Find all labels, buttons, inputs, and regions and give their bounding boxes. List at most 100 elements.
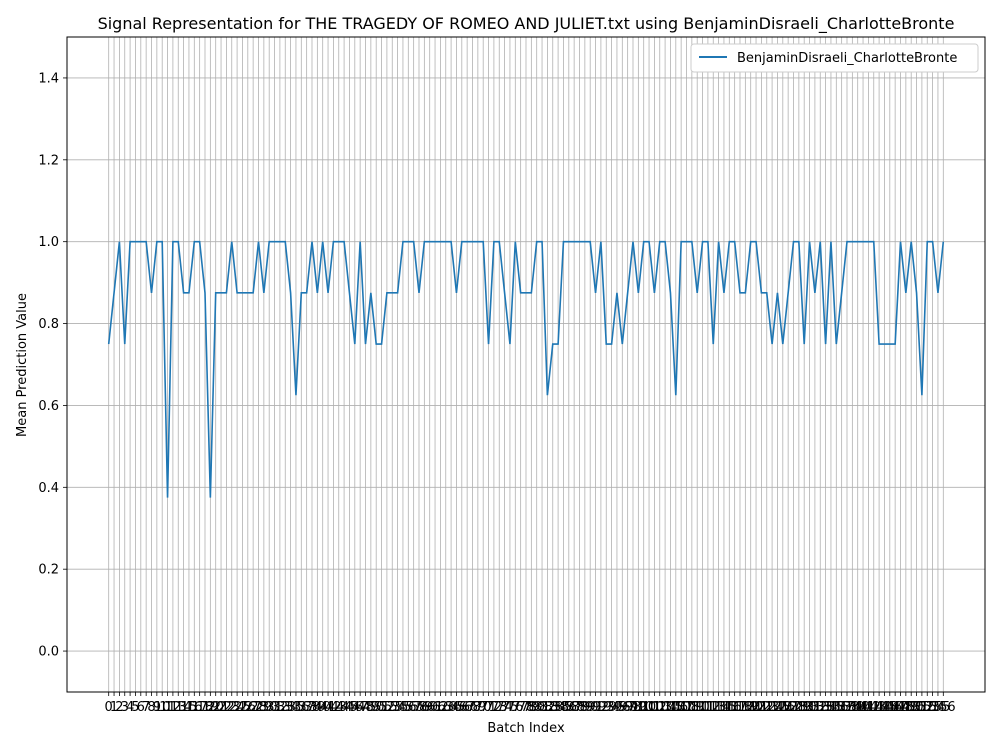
x-tick-label: 95	[609, 700, 626, 715]
x-tick-label: 18	[197, 700, 214, 715]
x-tick-label: 144	[867, 700, 892, 715]
x-tick-label: 55	[395, 700, 412, 715]
x-tick-label: 71	[480, 700, 497, 715]
x-tick-label: 121	[744, 700, 769, 715]
y-axis-label: Mean Prediction Value	[15, 293, 30, 437]
x-tick-label: 109	[679, 700, 704, 715]
y-tick-label: 1.2	[38, 153, 59, 168]
x-tick-label: 52	[379, 700, 396, 715]
x-tick-label: 153	[915, 700, 940, 715]
x-tick-label: 10	[154, 700, 171, 715]
x-tick-label: 33	[277, 700, 294, 715]
x-tick-label: 135	[819, 700, 844, 715]
x-tick-label: 0	[105, 700, 113, 715]
x-tick-label: 132	[802, 700, 827, 715]
x-tick-label: 75	[502, 700, 519, 715]
x-tick-label: 70	[475, 700, 492, 715]
x-tick-label: 76	[507, 700, 524, 715]
x-tick-label: 129	[786, 700, 811, 715]
x-tick-label: 25	[234, 700, 251, 715]
x-tick-label: 41	[320, 700, 337, 715]
x-tick-label: 91	[587, 700, 604, 715]
x-tick-label: 148	[888, 700, 913, 715]
x-tick-label: 98	[625, 700, 642, 715]
x-tick-label: 43	[330, 700, 347, 715]
x-tick-label: 119	[733, 700, 758, 715]
x-tick-label: 4	[126, 700, 134, 715]
x-tick-label: 40	[314, 700, 331, 715]
x-tick-label: 46	[347, 700, 364, 715]
x-tick-label: 13	[170, 700, 187, 715]
x-tick-label: 81	[534, 700, 551, 715]
x-tick-label: 23	[223, 700, 240, 715]
x-tick-label: 66	[454, 700, 471, 715]
x-tick-label: 21	[213, 700, 230, 715]
x-tick-label: 141	[851, 700, 876, 715]
x-tick-label: 112	[695, 700, 720, 715]
x-tick-label: 97	[619, 700, 636, 715]
x-tick-label: 131	[797, 700, 822, 715]
x-tick-label: 35	[288, 700, 305, 715]
x-tick-label: 1	[110, 700, 118, 715]
x-tick-label: 152	[909, 700, 934, 715]
x-tick-label: 17	[191, 700, 208, 715]
x-tick-label: 90	[582, 700, 599, 715]
x-tick-label: 108	[674, 700, 699, 715]
x-tick-label: 32	[272, 700, 289, 715]
x-tick-label: 118	[728, 700, 753, 715]
x-tick-label: 39	[309, 700, 326, 715]
legend: BenjaminDisraeli_CharlotteBronte	[690, 43, 979, 73]
x-tick-label: 48	[357, 700, 374, 715]
x-tick-label: 116	[717, 700, 742, 715]
x-tick-label: 29	[256, 700, 273, 715]
x-tick-label: 36	[293, 700, 310, 715]
y-gridlines	[67, 77, 985, 652]
y-tick-label: 1.4	[38, 71, 59, 86]
y-tick-label: 0.6	[38, 399, 59, 414]
x-tick-label: 143	[861, 700, 886, 715]
x-tick-label: 123	[754, 700, 779, 715]
x-tick-label: 138	[835, 700, 860, 715]
y-ticks: 0.0 0.2 0.4 0.6 0.8 1.0 1.2 1.4	[38, 71, 67, 660]
x-tick-label: 102	[642, 700, 667, 715]
x-tick-label: 147	[883, 700, 908, 715]
x-tick-label: 60	[421, 700, 438, 715]
x-tick-label: 83	[544, 700, 561, 715]
x-tick-label: 65	[448, 700, 465, 715]
x-tick-label: 42	[325, 700, 342, 715]
y-tick-label: 0.8	[38, 317, 59, 332]
x-tick-label: 79	[523, 700, 540, 715]
x-tick-label: 51	[373, 700, 390, 715]
x-tick-label: 14	[175, 700, 192, 715]
x-tick-label: 124	[760, 700, 785, 715]
x-tick-label: 126	[770, 700, 795, 715]
x-tick-label: 151	[904, 700, 929, 715]
x-tick-label: 104	[653, 700, 678, 715]
x-tick-label: 59	[416, 700, 433, 715]
x-tick-label: 150	[899, 700, 924, 715]
x-tick-label: 115	[712, 700, 737, 715]
x-tick-label: 117	[722, 700, 747, 715]
x-tick-label: 114	[706, 700, 731, 715]
x-tick-label: 54	[389, 700, 406, 715]
x-tick-label: 30	[261, 700, 278, 715]
x-tick-label: 154	[920, 700, 945, 715]
x-tick-label: 149	[893, 700, 918, 715]
x-tick-label: 127	[776, 700, 801, 715]
x-tick-label: 7	[142, 700, 150, 715]
x-tick-label: 85	[555, 700, 572, 715]
x-tick-label: 105	[658, 700, 683, 715]
x-tick-label: 92	[593, 700, 610, 715]
x-tick-label: 155	[926, 700, 951, 715]
x-tick-label: 53	[384, 700, 401, 715]
x-tick-label: 15	[181, 700, 198, 715]
x-tick-label: 26	[240, 700, 257, 715]
x-tick-label: 89	[577, 700, 594, 715]
x-tick-label: 2	[115, 700, 123, 715]
chart-title: Signal Representation for THE TRAGEDY OF…	[98, 14, 955, 34]
x-tick-label: 38	[304, 700, 321, 715]
x-tick-label: 45	[341, 700, 358, 715]
x-tick-label: 87	[566, 700, 583, 715]
x-tick-label: 77	[512, 700, 529, 715]
